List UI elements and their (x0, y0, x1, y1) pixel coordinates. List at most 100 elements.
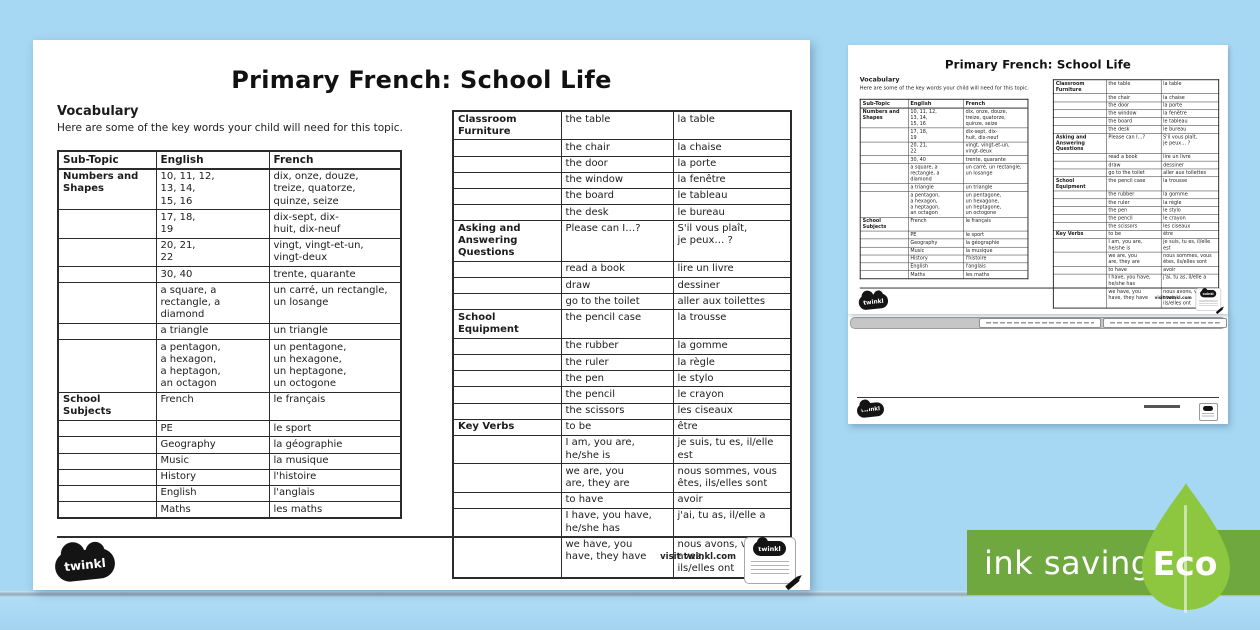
visit-twinkl-link: visit twinkl.com (660, 552, 736, 562)
vocab-row: the board le tableau (452, 187, 792, 206)
french-cell: aller aux toilettes (1160, 168, 1219, 178)
english-cell: Geography (155, 436, 270, 454)
vocab-row: English l'anglais (57, 484, 402, 503)
vocab-row: to have avoir (452, 491, 792, 509)
vocab-row: Numbers and Shapes 10, 11, 12, 13, 14, 15… (57, 168, 402, 211)
page2-strip-box (979, 318, 1101, 328)
english-cell: 30, 40 (907, 155, 964, 164)
english-cell: PE (907, 230, 964, 240)
vocab-row: draw dessiner (452, 277, 792, 295)
preview-page-2[interactable]: twinkl (848, 312, 1228, 424)
vocab-row: the rubber la gomme (452, 337, 792, 356)
vocab-row: a pentagon, a hexagon, a heptagon, an oc… (859, 191, 1029, 218)
french-cell: je suis, tu es, il/elle est (1160, 238, 1219, 253)
subtopic-cell: Classroom Furniture (452, 110, 562, 141)
english-cell: the window (560, 171, 674, 189)
french-cell: la chaise (672, 139, 792, 157)
vocab-row: we have, you have, they have nous avons, … (1053, 287, 1219, 309)
twinkl-logo-text: twinkl (63, 555, 107, 575)
french-cell: dix, onze, douze, treize, quatorze, quin… (268, 168, 402, 211)
background-lower (0, 597, 1260, 630)
vocab-row: the rubber la gomme (1053, 190, 1219, 200)
vocab-row: the window la fenêtre (1053, 109, 1219, 118)
preview-page-1-thumbnail[interactable]: Primary French: School Life Vocabulary H… (848, 45, 1228, 315)
english-cell: read a book (560, 260, 674, 279)
english-cell: to have (560, 491, 674, 509)
main-preview-page: Primary French: School Life Vocabulary H… (33, 40, 810, 591)
english-cell: read a book (1105, 153, 1162, 162)
vocab-table-right: Classroom Furniture the table la table the … (1052, 79, 1220, 309)
vocab-row: Asking and Answering Questions Please can… (1053, 133, 1219, 154)
vocab-row: 17, 18, 19 dix-sept, dix- huit, dix-neuf (859, 127, 1029, 143)
subtopic-cell (1053, 198, 1107, 207)
french-cell: le crayon (1160, 214, 1219, 223)
french-cell: nous sommes, vous êtes, ils/elles sont (672, 463, 792, 493)
french-cell: un triangle (963, 183, 1029, 192)
french-cell: l'histoire (963, 254, 1029, 264)
vocab-row: read a book lire un livre (1053, 153, 1219, 162)
french-cell: un pentagone, un hexagone, un heptagone,… (268, 339, 402, 393)
vocab-row: History l'histoire (859, 254, 1029, 264)
vocab-row: to have avoir (1053, 265, 1219, 275)
vocab-row: a square, a rectangle, a diamond un carré… (57, 282, 402, 324)
subtopic-cell (859, 191, 909, 218)
subtopic-cell: Numbers and Shapes (859, 107, 909, 129)
french-cell: les ciseaux (672, 402, 792, 420)
english-cell: English (155, 484, 270, 503)
french-cell: les maths (963, 270, 1029, 280)
subtopic-cell (452, 204, 562, 222)
subtopic-cell (452, 155, 562, 173)
vocab-row: the pen le stylo (452, 370, 792, 388)
subtopic-cell: Numbers and Shapes (57, 168, 157, 211)
english-cell: the pencil (1105, 214, 1162, 223)
vocab-row: the pen le stylo (1053, 206, 1219, 215)
vocab-row: the desk le bureau (452, 204, 792, 222)
french-cell: la fenêtre (672, 171, 792, 189)
english-cell: 10, 11, 12, 13, 14, 15, 16 (155, 168, 270, 211)
english-cell: Maths (907, 270, 964, 280)
vocab-row: Asking and Answering Questions Please can… (452, 220, 792, 262)
vocabulary-heading: Vocabulary (57, 104, 139, 119)
vocab-table-right: Classroom Furniture the table la table the … (452, 110, 792, 579)
french-cell: S'il vous plaît, je peux… ? (1160, 133, 1219, 154)
french-cell: le crayon (672, 386, 792, 404)
twinkl-logo: twinkl (856, 401, 885, 419)
french-cell: le français (268, 391, 402, 422)
vocab-row: the pencil le crayon (1053, 214, 1219, 223)
vocab-row: I am, you are, he/she is je suis, tu es, … (1053, 238, 1219, 253)
french-cell: un carré, un rectangle, un losange (963, 163, 1029, 184)
english-cell: Music (155, 452, 270, 470)
footer-divider (859, 287, 1217, 289)
french-cell: lire un livre (1160, 153, 1219, 162)
english-cell: 20, 21, 22 (155, 237, 270, 268)
subtopic-cell (57, 209, 157, 239)
vocab-row: Classroom Furniture the table la table (452, 110, 792, 141)
twinkl-stamp-logo: twinkl (1195, 288, 1223, 315)
vocab-row: read a book lire un livre (452, 260, 792, 279)
subtopic-cell: Asking and Answering Questions (1053, 133, 1107, 154)
eco-leaf-stem (1184, 505, 1187, 613)
vocab-row: the door la porte (1053, 101, 1219, 110)
subtopic-cell (1053, 190, 1107, 200)
english-cell: 30, 40 (155, 266, 270, 284)
stamp-cloud-icon: twinkl (753, 537, 786, 556)
english-cell: French (907, 217, 964, 232)
subtopic-cell: Classroom Furniture (1053, 79, 1107, 95)
english-cell: 17, 18, 19 (155, 209, 270, 239)
subtopic-cell (452, 491, 562, 509)
page2-footer-divider (857, 396, 1219, 398)
subtopic-cell (452, 463, 562, 493)
subtopic-cell (452, 434, 562, 465)
twinkl-logo: twinkl (53, 546, 117, 584)
french-cell: l'anglais (268, 484, 402, 503)
french-cell: trente, quarante (963, 155, 1029, 164)
pencil-icon (1215, 307, 1223, 315)
french-cell: le sport (268, 420, 402, 438)
french-cell: la géographie (268, 436, 402, 454)
english-cell: the door (560, 155, 674, 173)
english-cell: the pen (560, 370, 674, 388)
english-cell: the pencil case (1105, 176, 1162, 192)
french-cell: vingt, vingt-et-un, vingt-deux (268, 237, 402, 268)
english-cell: draw (1105, 160, 1162, 170)
subtopic-cell (452, 337, 562, 356)
